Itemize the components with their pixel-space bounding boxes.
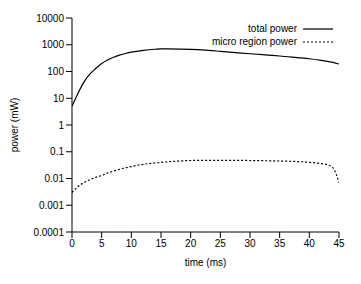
svg-text:time (ms): time (ms) [185,257,227,268]
svg-text:40: 40 [304,238,316,249]
svg-text:10: 10 [53,93,65,104]
svg-text:10000: 10000 [36,13,64,24]
svg-text:power (mW): power (mW) [9,98,20,152]
svg-text:0.0001: 0.0001 [33,227,64,238]
svg-text:0: 0 [69,238,75,249]
svg-text:15: 15 [155,238,167,249]
svg-text:30: 30 [244,238,256,249]
html-text:total power: total power [248,23,297,34]
svg-text:20: 20 [185,238,197,249]
html-text:micro region power: micro region power [212,36,297,47]
svg-text:0.001: 0.001 [39,200,64,211]
svg-text:5: 5 [99,238,105,249]
svg-text:35: 35 [274,238,286,249]
svg-text:0.1: 0.1 [50,146,64,157]
svg-text:10: 10 [126,238,138,249]
svg-text:25: 25 [215,238,227,249]
svg-text:1: 1 [58,120,64,131]
svg-text:100: 100 [47,66,64,77]
svg-text:0.01: 0.01 [45,173,65,184]
svg-text:45: 45 [333,238,345,249]
svg-text:1000: 1000 [42,39,65,50]
